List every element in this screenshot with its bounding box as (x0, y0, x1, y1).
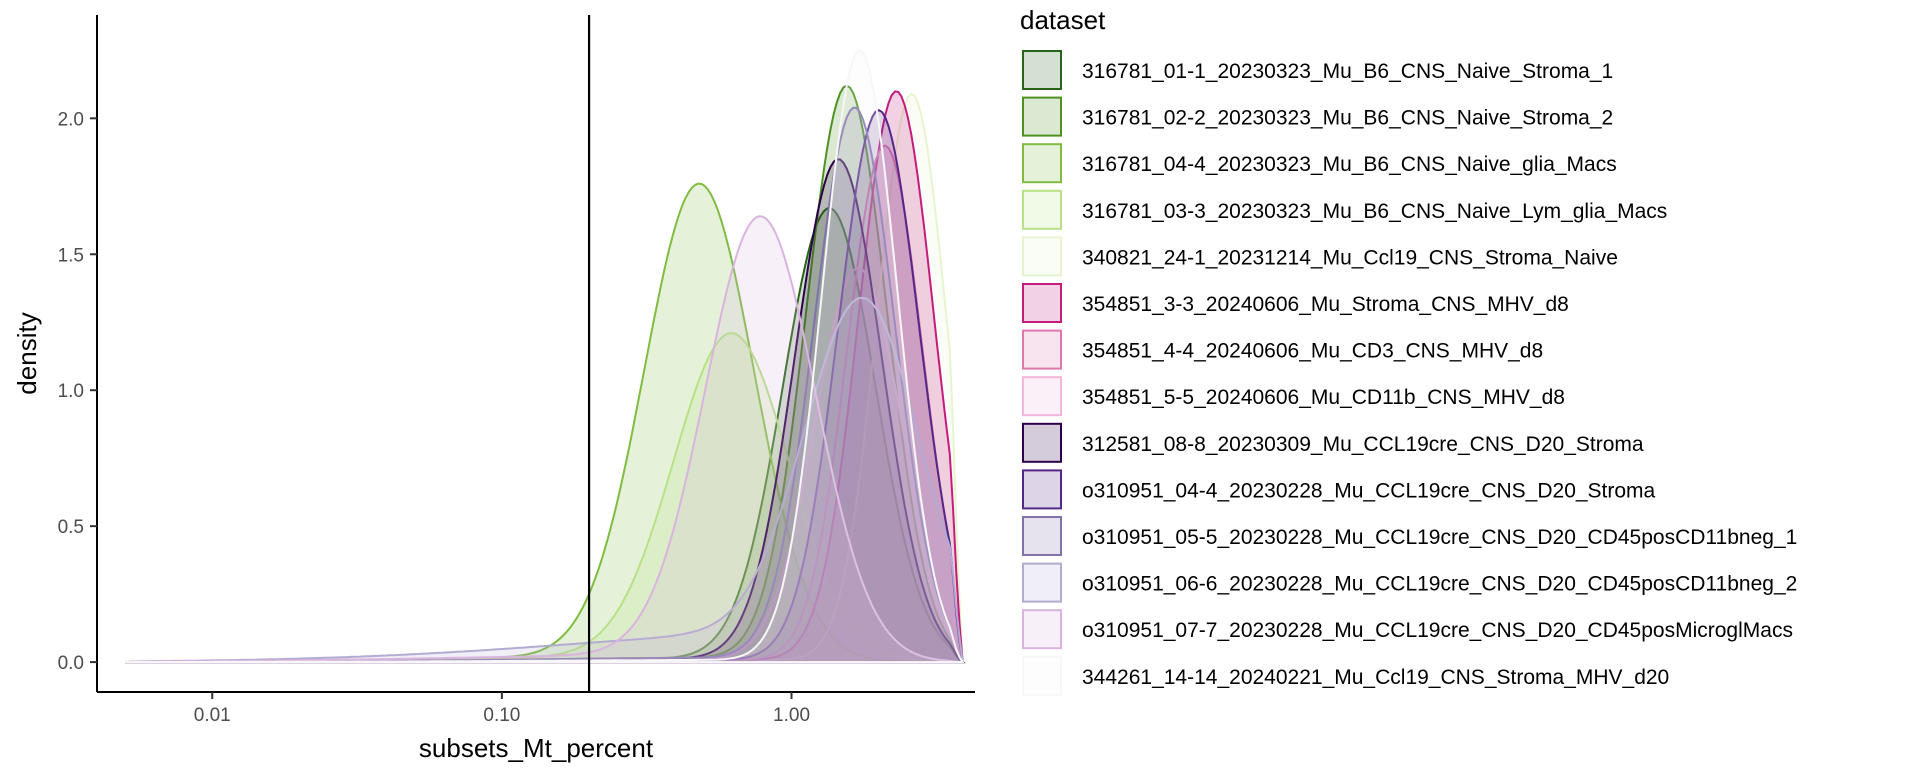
legend-item: 316781_01-1_20230323_Mu_B6_CNS_Naive_Str… (1022, 50, 1613, 90)
legend-key (1022, 283, 1062, 323)
legend-key (1022, 609, 1062, 650)
legend-key (1022, 50, 1062, 90)
legend-key-bg (1022, 422, 1062, 463)
x-axis-title: subsets_Mt_percent (419, 733, 654, 763)
legend-label: 316781_04-4_20230323_Mu_B6_CNS_Naive_gli… (1082, 153, 1617, 176)
legend-key (1022, 655, 1062, 696)
legend-item: 316781_02-2_20230323_Mu_B6_CNS_Naive_Str… (1022, 96, 1613, 137)
legend-key-bg (1022, 283, 1062, 323)
legend-key-bg (1022, 236, 1062, 277)
legend-item: 344261_14-14_20240221_Mu_Ccl19_CNS_Strom… (1022, 655, 1669, 696)
legend-label: 344261_14-14_20240221_Mu_Ccl19_CNS_Strom… (1082, 666, 1669, 689)
legend-key (1022, 236, 1062, 277)
x-tick-label: 0.10 (483, 705, 520, 726)
x-tick-label: 1.00 (773, 705, 810, 726)
x-tick-label: 0.01 (194, 705, 231, 726)
legend-key-bg (1022, 562, 1062, 603)
density-area-series-13 (125, 215, 963, 664)
legend-label: 354851_3-3_20240606_Mu_Stroma_CNS_MHV_d8 (1082, 293, 1569, 316)
y-tick-label: 0.5 (58, 517, 84, 538)
density-area-series-12 (125, 296, 964, 664)
legend-label: o310951_04-4_20230228_Mu_CCL19cre_CNS_D2… (1082, 479, 1656, 502)
legend-key (1022, 96, 1062, 137)
legend-key (1022, 422, 1062, 463)
legend-key (1022, 189, 1062, 230)
legend-item: o310951_05-5_20230228_Mu_CCL19cre_CNS_D2… (1022, 516, 1797, 556)
legend-key (1022, 562, 1062, 603)
legend-key (1022, 376, 1062, 417)
legend-label: 316781_01-1_20230323_Mu_B6_CNS_Naive_Str… (1082, 60, 1613, 83)
legend-label: 316781_03-3_20230323_Mu_B6_CNS_Naive_Lym… (1082, 200, 1667, 223)
legend-item: 340821_24-1_20231214_Mu_Ccl19_CNS_Stroma… (1022, 236, 1618, 277)
legend-item: 312581_08-8_20230309_Mu_CCL19cre_CNS_D20… (1022, 422, 1644, 463)
legend-item: 354851_4-4_20240606_Mu_CD3_CNS_MHV_d8 (1022, 329, 1543, 370)
legend-item: 354851_5-5_20240606_Mu_CD11b_CNS_MHV_d8 (1022, 376, 1565, 417)
legend-key-bg (1022, 189, 1062, 230)
legend-key (1022, 516, 1062, 556)
legend-key-bg (1022, 469, 1062, 510)
y-tick-label: 1.0 (58, 381, 84, 402)
legend-key-bg (1022, 516, 1062, 556)
legend-label: 354851_5-5_20240606_Mu_CD11b_CNS_MHV_d8 (1082, 386, 1565, 409)
legend-key-bg (1022, 329, 1062, 370)
legend-key-bg (1022, 609, 1062, 650)
legend-label: 316781_02-2_20230323_Mu_B6_CNS_Naive_Str… (1082, 107, 1613, 130)
plot-panel (125, 49, 966, 664)
y-tick-label: 1.5 (58, 245, 84, 266)
legend-item: 316781_04-4_20230323_Mu_B6_CNS_Naive_gli… (1022, 143, 1617, 184)
legend-item: o310951_07-7_20230228_Mu_CCL19cre_CNS_D2… (1022, 609, 1793, 650)
y-tick-label: 0.0 (58, 653, 84, 674)
legend-key-bg (1022, 96, 1062, 137)
legend: dataset 316781_01-1_20230323_Mu_B6_CNS_Na… (1020, 5, 1797, 696)
legend-key (1022, 469, 1062, 510)
legend-key-bg (1022, 376, 1062, 417)
legend-label: o310951_06-6_20230228_Mu_CCL19cre_CNS_D2… (1082, 573, 1797, 596)
legend-label: 354851_4-4_20240606_Mu_CD3_CNS_MHV_d8 (1082, 340, 1543, 363)
legend-item: 316781_03-3_20230323_Mu_B6_CNS_Naive_Lym… (1022, 189, 1667, 230)
legend-item: 354851_3-3_20240606_Mu_Stroma_CNS_MHV_d8 (1022, 283, 1569, 323)
legend-item: o310951_06-6_20230228_Mu_CCL19cre_CNS_D2… (1022, 562, 1797, 603)
legend-key (1022, 329, 1062, 370)
axes: 0.01 0.10 1.00 0.0 0.5 1.0 1.5 2.0 subsets_Mt_pe… (12, 15, 975, 763)
legend-key-bg (1022, 50, 1062, 90)
legend-title: dataset (1020, 5, 1106, 35)
legend-label: 340821_24-1_20231214_Mu_Ccl19_CNS_Stroma… (1082, 246, 1618, 269)
legend-label: 312581_08-8_20230309_Mu_CCL19cre_CNS_D20… (1082, 433, 1644, 456)
legend-item: o310951_04-4_20230228_Mu_CCL19cre_CNS_D2… (1022, 469, 1656, 510)
legend-label: o310951_07-7_20230228_Mu_CCL19cre_CNS_D2… (1082, 619, 1793, 642)
legend-key-bg (1022, 143, 1062, 184)
legend-key-bg (1022, 655, 1062, 696)
y-axis-title: density (12, 312, 42, 394)
legend-key (1022, 143, 1062, 184)
legend-label: o310951_05-5_20230228_Mu_CCL19cre_CNS_D2… (1082, 526, 1797, 549)
y-tick-label: 2.0 (58, 109, 84, 130)
density-area-series-14 (125, 49, 965, 664)
